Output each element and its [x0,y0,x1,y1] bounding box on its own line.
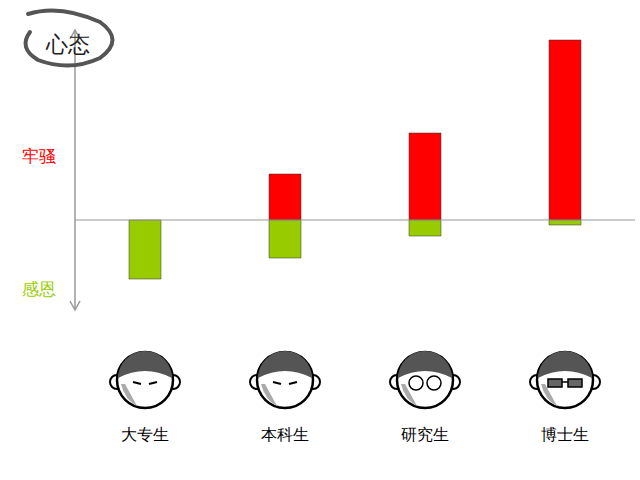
svg-text:大专生: 大专生 [121,425,169,444]
svg-text:本科生: 本科生 [261,425,309,444]
html-text:心态: 心态 [46,32,90,57]
html-text:牢骚: 牢骚 [22,146,56,166]
svg-text:博士生: 博士生 [541,425,589,444]
html-text:感恩: 感恩 [22,279,56,299]
svg-text:研究生: 研究生 [401,425,449,444]
